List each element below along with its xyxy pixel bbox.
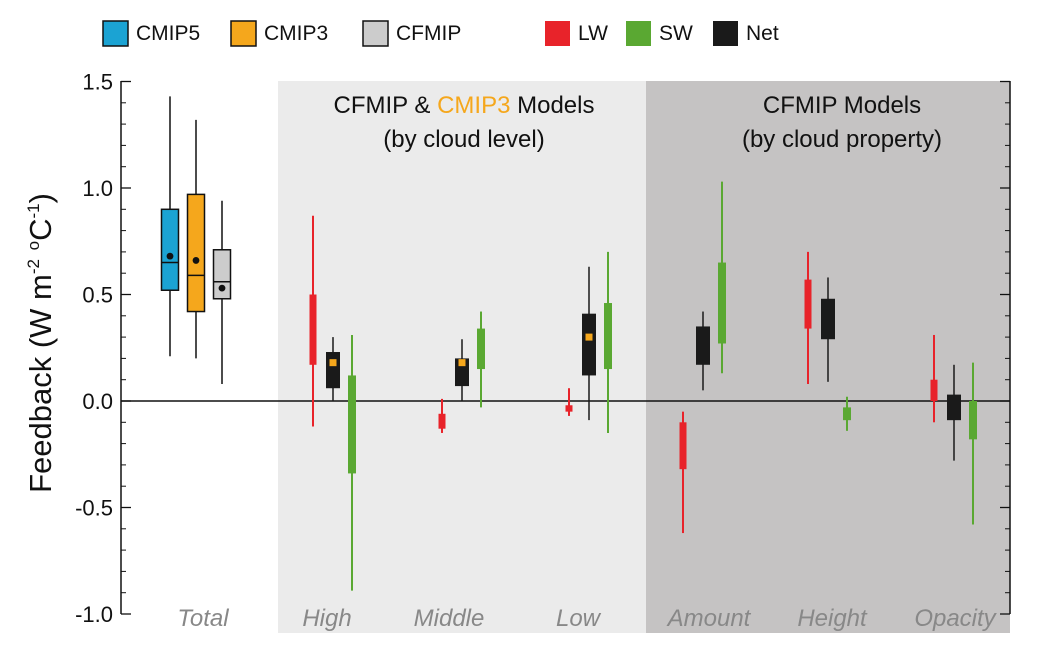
y-tick-label: 1.0 xyxy=(82,176,113,201)
panel-title-cloud-property-line2: (by cloud property) xyxy=(742,126,942,153)
category-labels: Total High Middle Low Amount Height Opacity xyxy=(177,605,997,632)
legend-label-net: Net xyxy=(746,22,779,45)
legend-swatch-lw xyxy=(545,21,570,46)
range-bar-amount-net xyxy=(696,326,710,365)
box-mean-cmip5 xyxy=(166,252,174,260)
legend-swatch-cfmip xyxy=(362,20,389,47)
range-bar-high-lw xyxy=(309,294,317,365)
box-cmip3 xyxy=(186,193,206,313)
range-bar-opacity-net xyxy=(947,394,961,421)
cmip3-marker-high xyxy=(329,359,337,367)
legend-swatch-net xyxy=(713,21,738,46)
plot-marks xyxy=(160,96,977,591)
range-bar-low-net xyxy=(582,313,596,376)
cmip3-marker-middle xyxy=(458,359,466,367)
panel-title-cloud-level-line1: CFMIP & CMIP3 Models xyxy=(334,92,595,119)
category-label-total: Total xyxy=(177,605,229,632)
y-axis-label: Feedback (W m-2 oC-1) xyxy=(23,193,58,493)
category-label-amount: Amount xyxy=(666,605,752,632)
cmip3-marker-low xyxy=(585,333,593,341)
legend-label-cmip5: CMIP5 xyxy=(136,22,200,45)
range-bar-height-lw xyxy=(804,279,812,329)
category-label-opacity: Opacity xyxy=(914,605,997,632)
range-bar-opacity-lw xyxy=(930,379,938,401)
range-bar-low-lw xyxy=(565,405,573,412)
legend-swatch-sw xyxy=(626,21,651,46)
range-bar-high-sw xyxy=(348,375,356,474)
legend-label-cmip3: CMIP3 xyxy=(264,22,328,45)
legend-label-sw: SW xyxy=(659,22,693,45)
y-tick-label: 1.5 xyxy=(82,70,113,95)
category-label-middle: Middle xyxy=(414,605,485,632)
legend: CMIP5 CMIP3 CFMIP LW SW Net xyxy=(102,20,779,47)
legend-swatch-cmip3 xyxy=(230,20,257,47)
range-bar-amount-sw xyxy=(718,262,726,344)
range-bar-height-net xyxy=(821,298,835,340)
category-label-height: Height xyxy=(797,605,868,632)
y-tick-label: 0.5 xyxy=(82,283,113,308)
legend-label-cfmip: CFMIP xyxy=(396,22,461,45)
box-cfmip xyxy=(212,249,232,300)
panel-title-cloud-property-line1: CFMIP Models xyxy=(763,92,921,119)
range-bar-low-sw xyxy=(604,303,612,370)
box-cmip5 xyxy=(160,208,180,291)
legend-swatch-cmip5 xyxy=(102,20,129,47)
range-bar-middle-sw xyxy=(477,328,485,370)
category-label-low: Low xyxy=(556,605,602,632)
y-tick-label: 0.0 xyxy=(82,389,113,414)
range-bar-high-net xyxy=(326,352,340,389)
box-mean-cfmip xyxy=(218,284,226,292)
range-bar-height-sw xyxy=(843,407,851,421)
box-mean-cmip3 xyxy=(192,257,200,264)
range-bar-opacity-sw xyxy=(969,401,977,440)
range-bar-amount-lw xyxy=(679,422,687,470)
panel-title-cloud-level-line2: (by cloud level) xyxy=(383,126,544,153)
axes: 1.5 1.0 0.5 0.0 -0.5 -1.0 xyxy=(75,70,1011,627)
range-bar-middle-lw xyxy=(438,413,446,429)
y-tick-label: -0.5 xyxy=(75,496,113,521)
y-tick-label: -1.0 xyxy=(75,602,113,627)
category-label-high: High xyxy=(302,605,351,632)
legend-label-lw: LW xyxy=(578,22,608,45)
